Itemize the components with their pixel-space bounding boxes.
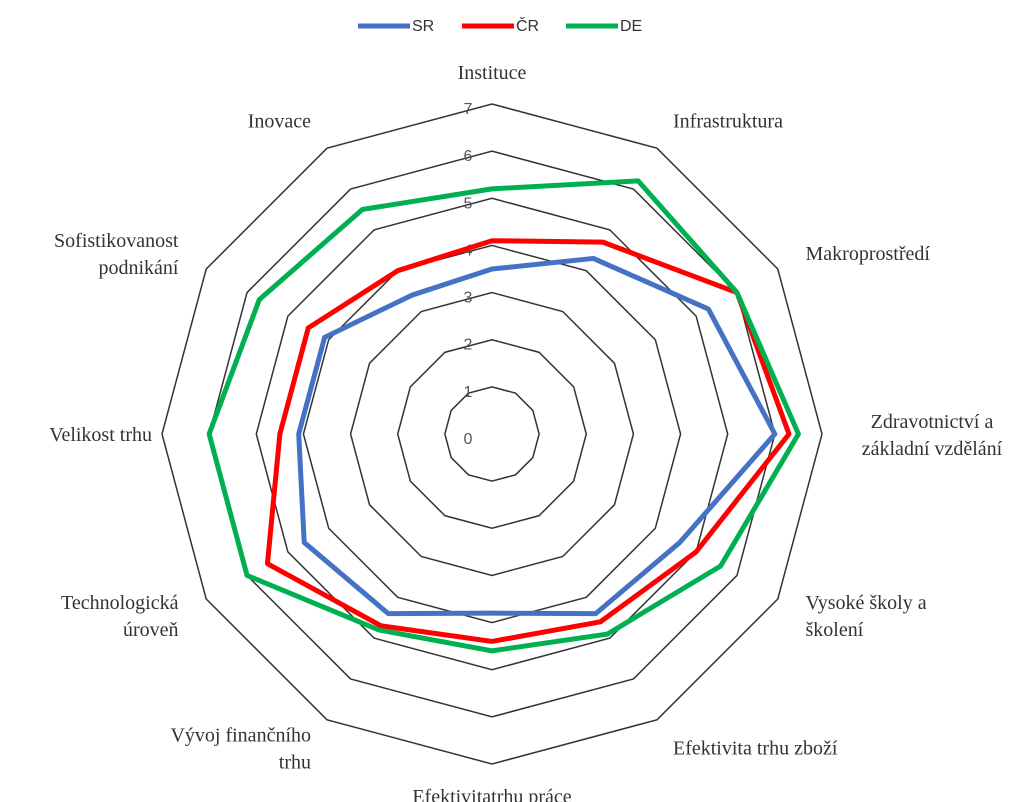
category-label: Velikost trhu <box>49 424 152 446</box>
series-line <box>264 238 792 644</box>
category-line: Velikost trhu <box>49 424 152 446</box>
category-label: Zdravotnictví a základní vzdělání <box>862 411 1003 460</box>
category-label: Infrastruktura <box>673 110 783 132</box>
category-label: Vysoké školy a školení <box>806 592 927 641</box>
category-label: Efektivita trhu zboží <box>673 738 838 760</box>
category-line: Instituce <box>458 62 527 84</box>
category-label: Vývoj finančního trhu <box>170 725 311 774</box>
category-label: Inovace <box>248 110 311 132</box>
category-label: Makroprostředí <box>806 243 931 265</box>
grid-ring <box>349 291 635 577</box>
legend-label: SR <box>412 18 434 35</box>
category-label: Efektivitatrhu práce <box>412 786 571 802</box>
grid-ring <box>161 103 823 765</box>
grid-ring <box>396 338 588 530</box>
tick-label: 1 <box>464 384 473 401</box>
legend-label: DE <box>620 18 642 35</box>
category-line: Vývoj finančního <box>170 725 311 747</box>
tick-label: 5 <box>464 195 473 212</box>
category-line: školení <box>806 619 864 641</box>
category-line: podnikání <box>98 257 178 279</box>
category-line: Inovace <box>248 110 311 132</box>
category-line: Vysoké školy a <box>806 592 927 614</box>
category-line: základní vzdělání <box>862 438 1003 460</box>
category-line: Infrastruktura <box>673 110 783 132</box>
category-line: Efektivitatrhu práce <box>412 786 571 802</box>
category-label: Instituce <box>458 62 527 84</box>
tick-label: 7 <box>464 101 473 118</box>
grid-ring <box>255 197 729 671</box>
category-line: trhu <box>279 752 311 774</box>
category-line: Efektivita trhu zboží <box>673 738 838 760</box>
category-line: Makroprostředí <box>806 243 931 265</box>
tick-label: 0 <box>464 431 473 448</box>
tick-label: 6 <box>464 148 473 165</box>
category-line: Sofistikovanost <box>54 230 179 252</box>
series-line <box>296 255 778 617</box>
category-line: úroveň <box>123 619 179 641</box>
category-line: Technologická <box>61 592 179 614</box>
tick-label: 3 <box>464 290 473 307</box>
category-line: Zdravotnictví a <box>871 411 994 433</box>
series-line <box>206 178 801 654</box>
category-label: Technologická úroveň <box>61 592 179 641</box>
grid-ring <box>444 386 540 482</box>
legend-label: ČR <box>516 16 539 35</box>
category-label: Sofistikovanost podnikání <box>54 230 179 279</box>
grid-ring <box>302 244 682 624</box>
tick-label: 2 <box>464 337 473 354</box>
